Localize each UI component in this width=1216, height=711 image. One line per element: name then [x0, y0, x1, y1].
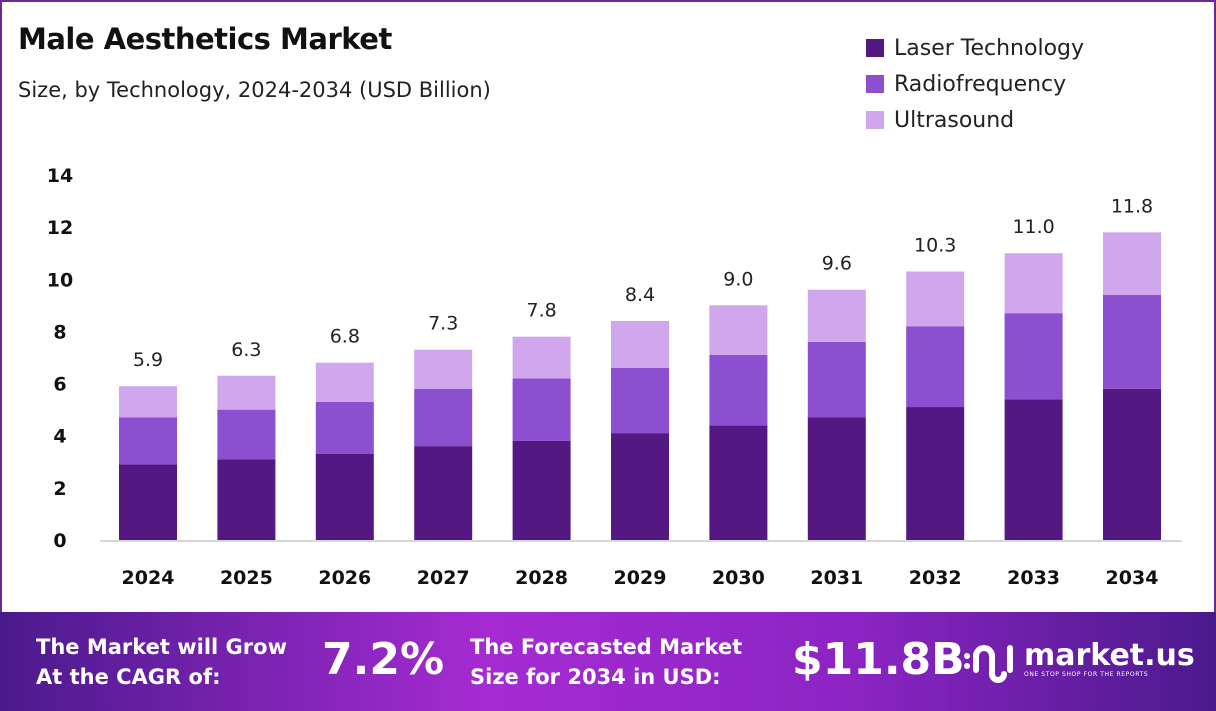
total-label: 7.3: [428, 313, 458, 335]
bar-segment-laser-technology: [906, 407, 965, 540]
total-label: 5.9: [133, 349, 163, 371]
bar-segment-radiofrequency: [1004, 313, 1063, 400]
bar-segment-radiofrequency: [217, 409, 276, 460]
x-tick-label: 2028: [515, 567, 568, 589]
chart-title: Male Aesthetics Market: [18, 22, 392, 56]
x-tick-label: 2024: [122, 567, 175, 589]
legend-swatch: [866, 75, 884, 93]
x-tick-label: 2033: [1007, 567, 1060, 589]
bar-segment-laser-technology: [119, 464, 177, 540]
bar-segment-ultrasound: [1004, 253, 1063, 314]
bar-segment-radiofrequency: [709, 354, 768, 426]
legend-label: Ultrasound: [894, 107, 1015, 133]
x-tick-label: 2027: [417, 567, 470, 589]
total-label: 11.0: [1012, 216, 1054, 238]
y-tick-label: 4: [53, 426, 66, 448]
bar-segment-laser-technology: [217, 459, 276, 540]
x-tick-label: 2030: [712, 567, 765, 589]
forecast-label-line2: Size for 2034 in USD:: [470, 665, 721, 689]
bar-segment-radiofrequency: [119, 417, 177, 465]
y-tick-label: 14: [47, 165, 73, 187]
bar-segment-laser-technology: [512, 440, 571, 540]
y-tick-label: 2: [53, 478, 66, 500]
total-label: 9.6: [822, 253, 852, 275]
cagr-label: The Market will Grow At the CAGR of:: [36, 632, 287, 692]
bar-segment-ultrasound: [315, 362, 374, 402]
bar-segment-ultrasound: [512, 336, 571, 379]
forecast-value: $11.8B: [792, 634, 965, 685]
x-tick-label: 2025: [220, 567, 273, 589]
bar-segment-laser-technology: [709, 425, 768, 540]
bar-segment-laser-technology: [1004, 399, 1063, 540]
bar-segment-laser-technology: [315, 453, 374, 540]
bar-segment-radiofrequency: [315, 401, 374, 454]
bar-segment-radiofrequency: [807, 341, 866, 418]
y-tick-label: 6: [53, 374, 66, 396]
footer-banner: The Market will Grow At the CAGR of: 7.2…: [0, 612, 1216, 711]
total-label: 6.3: [231, 339, 261, 361]
logo-tagline: ONE STOP SHOP FOR THE REPORTS: [1024, 670, 1149, 678]
total-label: 7.8: [526, 300, 556, 322]
bar-segment-ultrasound: [807, 289, 866, 342]
bar-segment-ultrasound: [709, 305, 768, 355]
x-tick-label: 2031: [810, 567, 863, 589]
legend-item-laser: Laser Technology: [866, 30, 1084, 66]
legend-label: Radiofrequency: [894, 71, 1067, 97]
bar-segment-laser-technology: [611, 433, 669, 540]
total-label: 11.8: [1111, 195, 1153, 217]
legend-label: Laser Technology: [894, 35, 1085, 61]
cagr-value: 7.2%: [322, 634, 445, 685]
bar-segment-ultrasound: [1103, 232, 1161, 295]
bar-chart: 0 2 4 6 8 10 12 14 5.9 2024 6.3 2025 6.8 2026 7.3 2027 7…: [47, 165, 1182, 589]
bar-segment-ultrasound: [217, 375, 276, 410]
bar-segment-radiofrequency: [414, 388, 473, 447]
bar-segment-radiofrequency: [1103, 294, 1161, 389]
y-tick-label: 10: [47, 269, 73, 291]
total-label: 10.3: [914, 234, 956, 256]
bar-segment-ultrasound: [119, 386, 177, 418]
cagr-label-line2: At the CAGR of:: [36, 665, 221, 689]
logo-name: market.us: [1024, 637, 1195, 673]
cagr-label-line1: The Market will Grow: [36, 635, 287, 659]
legend-swatch: [866, 39, 884, 57]
total-label: 9.0: [723, 268, 753, 290]
market-us-logo: market.us ONE STOP SHOP FOR THE REPORTS: [962, 634, 1195, 684]
bar-segment-ultrasound: [611, 321, 669, 368]
logo-icon: [964, 645, 1013, 683]
bar-segment-ultrasound: [906, 271, 965, 327]
y-tick-label: 12: [47, 217, 73, 239]
bar-segment-laser-technology: [807, 417, 866, 540]
total-label: 8.4: [625, 284, 655, 306]
legend-item-ultrasound: Ultrasound: [866, 102, 1084, 138]
legend-swatch: [866, 111, 884, 129]
y-tick-label: 0: [53, 530, 66, 552]
bar-segment-radiofrequency: [611, 367, 669, 434]
x-tick-label: 2032: [909, 567, 962, 589]
legend-item-radiofrequency: Radiofrequency: [866, 66, 1084, 102]
total-label: 6.8: [330, 326, 360, 348]
bar-segment-radiofrequency: [512, 378, 571, 441]
chart-subtitle: Size, by Technology, 2024-2034 (USD Bill…: [18, 78, 491, 102]
legend: Laser Technology Radiofrequency Ultrasou…: [866, 30, 1084, 138]
bar-segment-ultrasound: [414, 349, 473, 389]
forecast-label: The Forecasted Market Size for 2034 in U…: [470, 632, 742, 692]
x-tick-label: 2029: [614, 567, 667, 589]
forecast-label-line1: The Forecasted Market: [470, 635, 743, 659]
bar-segment-laser-technology: [1103, 388, 1161, 540]
bar-segment-radiofrequency: [906, 326, 965, 408]
bar-segment-laser-technology: [414, 446, 473, 540]
x-tick-label: 2026: [318, 567, 371, 589]
x-tick-label: 2034: [1106, 567, 1159, 589]
y-tick-label: 8: [53, 321, 66, 343]
